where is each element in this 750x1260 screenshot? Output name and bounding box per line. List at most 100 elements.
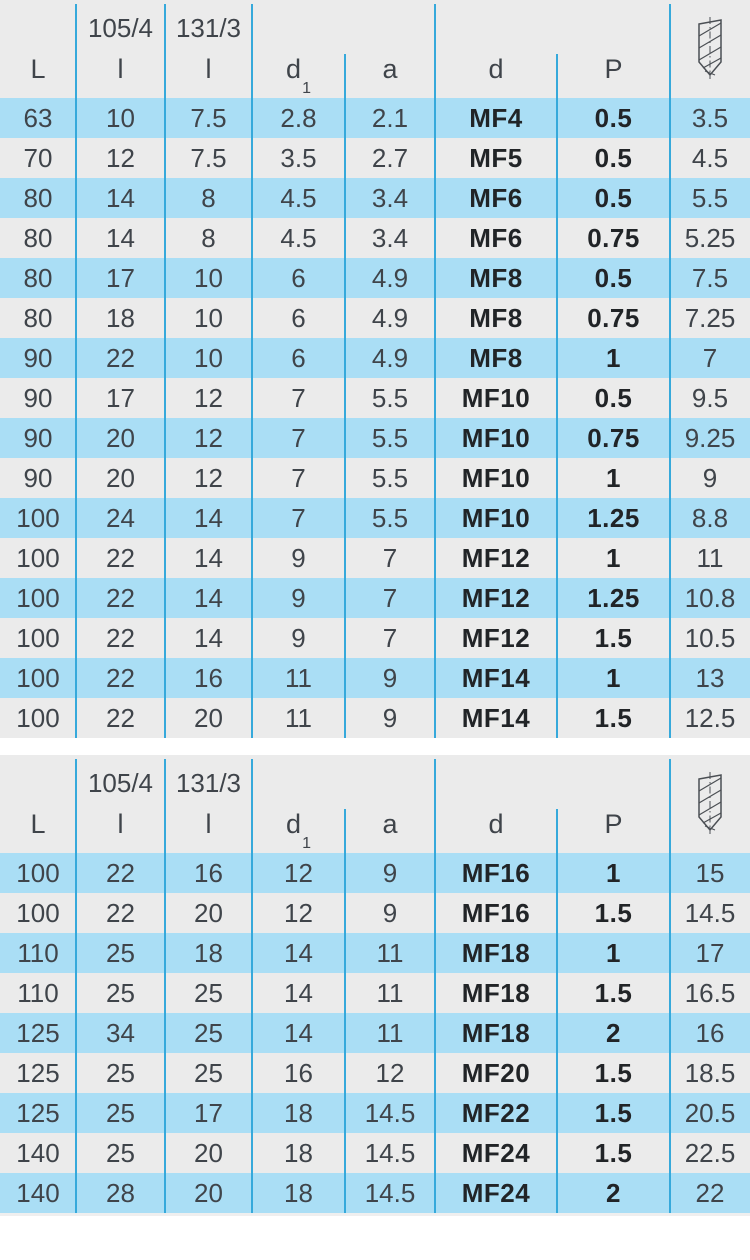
cell-L: 70: [23, 142, 53, 173]
cell-L: 100: [16, 662, 60, 693]
cell-p: 1.5: [556, 1053, 670, 1093]
cell-d: MF8: [434, 258, 557, 298]
cell-drill-dia: 10.8: [669, 578, 750, 618]
cell-a: 4.9: [344, 298, 435, 338]
table-row: 100 22 16 12 9 MF16 1 15: [0, 853, 750, 893]
cell-d1: 9: [251, 578, 345, 618]
cell-p: 1.5: [556, 1093, 670, 1133]
cell-a: 5.5: [344, 418, 435, 458]
cell-d1: 11: [251, 698, 345, 738]
cell-a: 11: [344, 933, 435, 973]
cell-l-105: 25: [75, 1053, 165, 1093]
cell-drill-dia: 16.5: [669, 973, 750, 1013]
cell-L: 100: [16, 582, 60, 613]
cell-d1: 14: [251, 973, 345, 1013]
cell-drill-dia: 22.5: [669, 1133, 750, 1173]
cell-drill-dia: 12.5: [669, 698, 750, 738]
cell-L: 100: [16, 897, 60, 928]
cell-drill-dia: 16: [669, 1013, 750, 1053]
cell-a: 3.4: [344, 218, 435, 258]
header-col-d: d: [434, 755, 557, 853]
cell-p: 1.5: [556, 618, 670, 658]
cell-d: MF24: [434, 1133, 557, 1173]
cell-drill-dia: 7: [669, 338, 750, 378]
cell-d1: 4.5: [251, 178, 345, 218]
cell-a: 7: [344, 618, 435, 658]
header-col-d: d: [434, 0, 557, 98]
cell-p: 0.5: [556, 138, 670, 178]
header-label-l: l: [117, 54, 124, 84]
header-label-a: a: [382, 54, 398, 84]
cell-l-105: 14: [75, 178, 165, 218]
header-label-105-4: 105/4: [87, 767, 154, 798]
table-row: 140 25 20 18 14.5 MF24 1.5 22.5: [0, 1133, 750, 1173]
cell-drill-dia: 14.5: [669, 893, 750, 933]
cell-L: 90: [23, 342, 53, 373]
cell-drill-dia: 5.25: [669, 218, 750, 258]
cell-l-105: 22: [75, 698, 165, 738]
table-row: 110 25 25 14 11 MF18 1.5 16.5: [0, 973, 750, 1013]
cell-L: 90: [23, 422, 53, 453]
cell-p: 1.5: [556, 973, 670, 1013]
cell-l-131: 25: [164, 973, 252, 1013]
cell-d: MF14: [434, 658, 557, 698]
cell-L: 80: [23, 262, 53, 293]
cell-l-105: 25: [75, 1133, 165, 1173]
cell-l-105: 14: [75, 218, 165, 258]
table-row: 125 34 25 14 11 MF18 2 16: [0, 1013, 750, 1053]
cell-d1: 7: [251, 418, 345, 458]
header-label-P: P: [604, 809, 623, 839]
cell-l-131: 16: [164, 658, 252, 698]
cell-p: 1: [556, 933, 670, 973]
cell-d: MF10: [434, 378, 557, 418]
table-row: 110 25 18 14 11 MF18 1 17: [0, 933, 750, 973]
table-row: 80 14 8 4.5 3.4 MF6 0.5 5.5: [0, 178, 750, 218]
cell-d: MF18: [434, 1013, 557, 1053]
cell-drill-dia: 9.25: [669, 418, 750, 458]
cell-L: 80: [23, 222, 53, 253]
cell-d: MF8: [434, 338, 557, 378]
cell-l-131: 8: [164, 178, 252, 218]
cell-l-131: 14: [164, 618, 252, 658]
cell-d: MF14: [434, 698, 557, 738]
cell-drill-dia: 13: [669, 658, 750, 698]
cell-l-131: 10: [164, 258, 252, 298]
table-row: 100 22 16 11 9 MF14 1 13: [0, 658, 750, 698]
cell-p: 1.5: [556, 893, 670, 933]
header-col-drill-diameter: [669, 0, 750, 98]
cell-l-131: 14: [164, 498, 252, 538]
header-col-L: L: [0, 0, 76, 98]
cell-drill-dia: 5.5: [669, 178, 750, 218]
cell-d1: 18: [251, 1093, 345, 1133]
cell-a: 2.7: [344, 138, 435, 178]
table-row: 70 12 7.5 3.5 2.7 MF5 0.5 4.5: [0, 138, 750, 178]
cell-l-131: 7.5: [164, 138, 252, 178]
cell-l-131: 12: [164, 458, 252, 498]
cell-drill-dia: 22: [669, 1173, 750, 1213]
drill-bit-icon: [692, 16, 728, 82]
table-row: 140 28 20 18 14.5 MF24 2 22: [0, 1173, 750, 1213]
cell-d1: 11: [251, 658, 345, 698]
cell-a: 2.1: [344, 98, 435, 138]
cell-drill-dia: 3.5: [669, 98, 750, 138]
cell-l-131: 7.5: [164, 98, 252, 138]
cell-L: 90: [23, 462, 53, 493]
cell-l-131: 8: [164, 218, 252, 258]
cell-l-105: 17: [75, 258, 165, 298]
cell-d: MF24: [434, 1173, 557, 1213]
cell-drill-dia: 9: [669, 458, 750, 498]
table-row: 125 25 17 18 14.5 MF22 1.5 20.5: [0, 1093, 750, 1133]
cell-l-105: 25: [75, 933, 165, 973]
cell-L: 63: [23, 102, 53, 133]
cell-l-131: 16: [164, 853, 252, 893]
cell-l-131: 14: [164, 578, 252, 618]
cell-p: 1.25: [556, 578, 670, 618]
cell-d: MF10: [434, 498, 557, 538]
cell-l-105: 22: [75, 618, 165, 658]
cell-a: 9: [344, 658, 435, 698]
header-col-a: a: [344, 0, 435, 98]
cell-a: 5.5: [344, 378, 435, 418]
